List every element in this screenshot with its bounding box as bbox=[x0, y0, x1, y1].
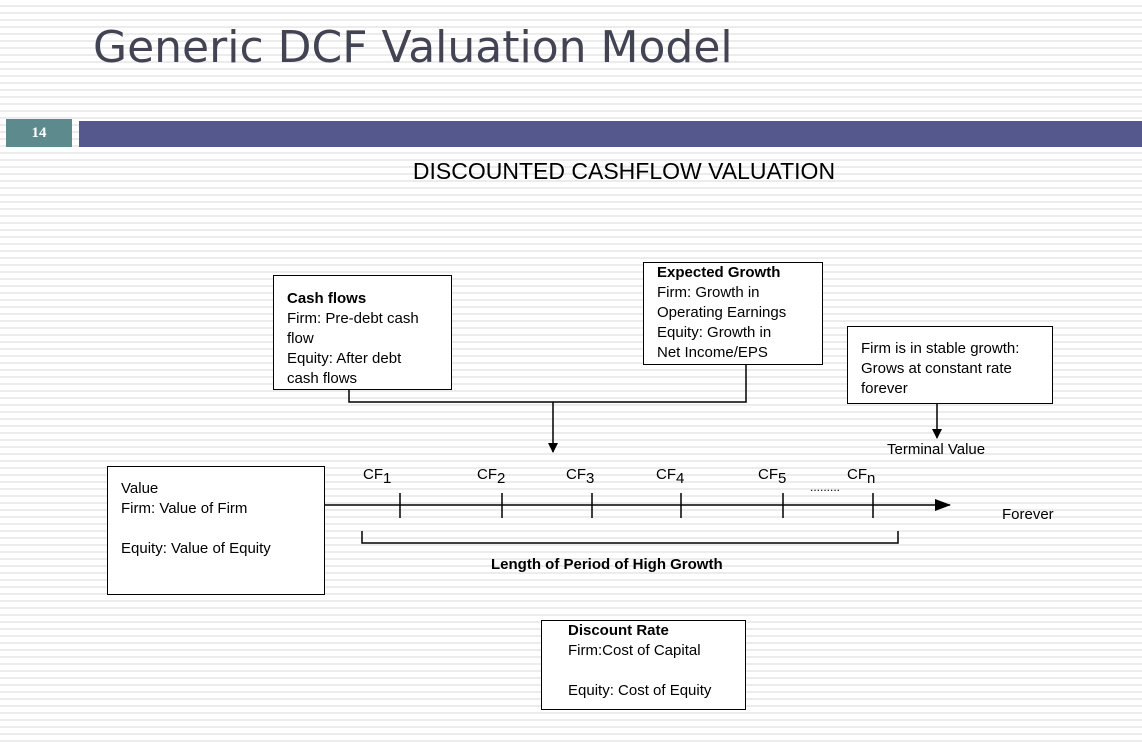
cash-flows-box: Cash flows Firm: Pre-debt cash flow Equi… bbox=[273, 275, 452, 390]
expected-growth-title: Expected Growth bbox=[657, 264, 781, 281]
value-line: Firm: Value of Firm bbox=[121, 500, 248, 517]
value-box: Value Firm: Value of Firm Equity: Value … bbox=[107, 466, 325, 595]
terminal-value-label: Terminal Value bbox=[887, 441, 986, 458]
value-line bbox=[121, 519, 324, 539]
period-label: Length of Period of High Growth bbox=[491, 556, 723, 573]
discount-rate-box: Discount Rate Firm:Cost of Capital Equit… bbox=[541, 620, 746, 710]
value-line: Equity: Value of Equity bbox=[121, 540, 271, 557]
slide-number: 14 bbox=[6, 119, 72, 147]
period-bracket bbox=[361, 531, 899, 544]
stable-growth-line: forever bbox=[861, 380, 908, 397]
cash-flows-line: Equity: After debt bbox=[287, 350, 402, 367]
forever-label: Forever bbox=[1002, 506, 1054, 523]
diagram-heading: DISCOUNTED CASHFLOW VALUATION bbox=[412, 158, 836, 184]
discount-rate-line bbox=[568, 661, 745, 681]
expected-growth-line: Firm: Growth in bbox=[657, 284, 760, 301]
slide-title: Generic DCF Valuation Model bbox=[93, 22, 733, 73]
discount-rate-title: Discount Rate bbox=[568, 622, 669, 639]
expected-growth-line: Equity: Growth in bbox=[657, 324, 772, 341]
value-line: Value bbox=[121, 480, 159, 497]
expected-growth-line: Operating Earnings bbox=[657, 304, 787, 321]
stable-growth-line: Grows at constant rate bbox=[861, 360, 1012, 377]
cf-label: CF1 bbox=[363, 466, 392, 487]
discount-rate-line: Equity: Cost of Equity bbox=[568, 682, 712, 699]
title-bar bbox=[79, 121, 1142, 147]
cf-label: CF4 bbox=[656, 466, 685, 487]
cash-flows-line: flow bbox=[287, 330, 314, 347]
stable-growth-line: Firm is in stable growth: bbox=[861, 340, 1020, 357]
ellipsis: ......... bbox=[810, 480, 841, 494]
cf-label: CF2 bbox=[477, 466, 506, 487]
cash-flows-title: Cash flows bbox=[287, 290, 367, 307]
cf-label: CF5 bbox=[758, 466, 787, 487]
cash-flows-line: Firm: Pre-debt cash bbox=[287, 310, 419, 327]
expected-growth-line: Net Income/EPS bbox=[657, 344, 768, 361]
cash-flows-line: cash flows bbox=[287, 370, 358, 387]
inputs-bracket bbox=[348, 363, 747, 403]
cf-label: CF3 bbox=[566, 466, 595, 487]
cf-label: CFn bbox=[847, 466, 876, 487]
stable-growth-box: Firm is in stable growth: Grows at const… bbox=[847, 326, 1053, 404]
discount-rate-line: Firm:Cost of Capital bbox=[568, 642, 701, 659]
expected-growth-box: Expected Growth Firm: Growth in Operatin… bbox=[643, 262, 823, 365]
